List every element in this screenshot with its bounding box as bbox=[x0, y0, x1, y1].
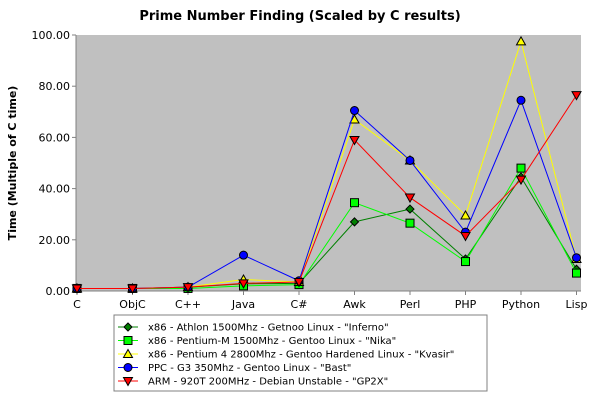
data-point bbox=[349, 217, 360, 227]
legend-marker bbox=[123, 363, 133, 372]
data-point bbox=[293, 278, 305, 288]
series-4 bbox=[71, 91, 582, 294]
data-point bbox=[572, 253, 581, 263]
x-tick-label: C bbox=[73, 298, 81, 311]
x-tick-label: ObjC bbox=[119, 298, 146, 311]
data-point bbox=[572, 268, 581, 278]
legend-marker bbox=[122, 377, 134, 387]
data-point bbox=[350, 198, 359, 208]
y-tick-label: 80.00 bbox=[39, 80, 71, 93]
legend-marker bbox=[123, 336, 133, 345]
data-point bbox=[516, 163, 526, 173]
y-tick-label: 40.00 bbox=[39, 183, 71, 196]
data-point bbox=[238, 279, 249, 289]
data-point bbox=[571, 91, 582, 101]
legend-item: ARM - 920T 200MHz - Debian Unstable - "G… bbox=[118, 377, 388, 388]
data-point bbox=[405, 218, 415, 228]
data-point bbox=[182, 283, 194, 293]
data-point bbox=[404, 193, 416, 204]
series-line bbox=[77, 94, 577, 289]
x-tick-label: C# bbox=[291, 298, 308, 311]
series-line bbox=[77, 167, 577, 289]
x-tick-label: Perl bbox=[400, 298, 421, 311]
legend-item: x86 - Pentium 4 2800Mhz - Gentoo Hardene… bbox=[118, 348, 454, 361]
x-tick-group: C ObjC C++ Java C# Awk Perl PHP Python Lisp bbox=[73, 291, 587, 311]
data-point bbox=[349, 135, 360, 146]
legend-box bbox=[113, 314, 488, 392]
data-point bbox=[71, 284, 83, 294]
legend-item: x86 - Pentium-M 1500Mhz - Gentoo Linux -… bbox=[118, 336, 396, 347]
x-tick-label: C++ bbox=[175, 298, 201, 311]
legend-label: ARM - 920T 200MHz - Debian Unstable - "G… bbox=[148, 377, 388, 388]
legend-item: x86 - Athlon 1500Mhz - Getnoo Linux - "I… bbox=[118, 322, 389, 334]
legend-label: x86 - Pentium 4 2800Mhz - Gentoo Hardene… bbox=[148, 350, 454, 361]
data-point bbox=[515, 175, 527, 186]
y-tick-group: 0.00 20.00 40.00 60.00 80.00 100.00 bbox=[32, 29, 76, 298]
legend: x86 - Athlon 1500Mhz - Getnoo Linux - "I… bbox=[113, 314, 488, 392]
legend-label: PPC - G3 350Mhz - Gentoo Linux - "Bast" bbox=[148, 363, 351, 374]
y-tick-label: 60.00 bbox=[39, 131, 71, 144]
legend-item: PPC - G3 350Mhz - Gentoo Linux - "Bast" bbox=[118, 363, 351, 374]
data-point bbox=[516, 95, 526, 105]
data-point bbox=[461, 257, 470, 267]
legend-marker bbox=[123, 322, 133, 332]
data-point bbox=[405, 155, 415, 165]
plot-area bbox=[76, 35, 581, 291]
data-point bbox=[515, 35, 527, 46]
data-point bbox=[239, 250, 248, 260]
x-tick-label: Python bbox=[502, 298, 540, 311]
data-point bbox=[127, 284, 138, 294]
legend-label: x86 - Pentium-M 1500Mhz - Gentoo Linux -… bbox=[148, 336, 396, 347]
x-tick-label: Java bbox=[231, 298, 255, 311]
x-tick-label: Awk bbox=[343, 298, 366, 311]
y-tick-label: 0.00 bbox=[46, 285, 71, 298]
chart-title: Prime Number Finding (Scaled by C result… bbox=[139, 9, 460, 24]
data-point bbox=[460, 231, 471, 242]
data-point bbox=[350, 106, 359, 116]
data-point bbox=[405, 204, 415, 214]
legend-label: x86 - Athlon 1500Mhz - Getnoo Linux - "I… bbox=[148, 323, 389, 334]
x-tick-label: Lisp bbox=[566, 298, 588, 311]
y-axis-label: Time (Multiple of C time) bbox=[6, 86, 19, 241]
y-tick-label: 100.00 bbox=[32, 29, 71, 42]
data-point bbox=[460, 209, 471, 220]
series-layer bbox=[71, 35, 582, 294]
y-tick-label: 20.00 bbox=[39, 234, 71, 247]
x-tick-label: PHP bbox=[455, 298, 477, 311]
legend-marker bbox=[122, 348, 134, 358]
